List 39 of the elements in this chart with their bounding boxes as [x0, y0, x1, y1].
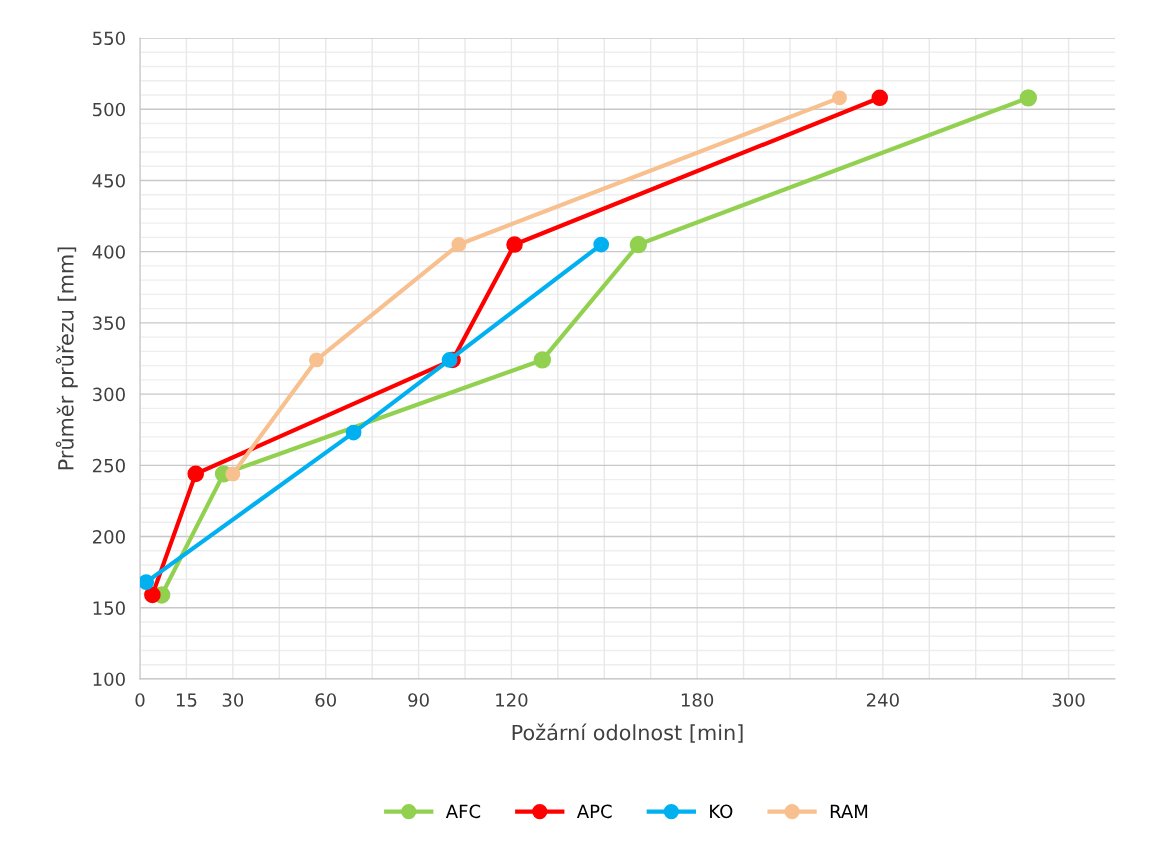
point — [832, 90, 847, 106]
point — [593, 236, 610, 253]
point — [451, 237, 467, 252]
point — [345, 424, 362, 441]
legend-label: APC — [576, 804, 612, 819]
y-tick-label: 250 — [92, 458, 125, 473]
y-tick-label: 550 — [93, 31, 125, 46]
x-tick-label: 300 — [1052, 693, 1085, 707]
legend-label: KO — [710, 804, 733, 819]
point — [144, 586, 161, 604]
x-tick-label: 15 — [176, 693, 197, 707]
legend-label: AFC — [445, 804, 481, 819]
y-tick-label: 200 — [92, 530, 125, 544]
y-tick-label: 300 — [93, 387, 125, 402]
y-tick-label: 350 — [93, 316, 125, 331]
point — [1019, 89, 1038, 107]
x-tick-label: 120 — [496, 693, 528, 707]
y-tick-label: 150 — [93, 601, 125, 615]
y-axis-title: Průměr průřezu [mm] — [55, 247, 78, 470]
x-tick-label: 240 — [866, 693, 899, 707]
point — [629, 235, 648, 254]
x-tick-label: 90 — [408, 693, 429, 707]
point — [871, 89, 889, 107]
point — [140, 574, 155, 590]
y-tick-label: 500 — [93, 102, 125, 117]
x-tick-label: 180 — [681, 693, 714, 707]
x-axis-title: Požární odolnost [min] — [512, 723, 743, 743]
y-tick-label: 400 — [92, 245, 125, 259]
point — [187, 465, 204, 483]
x-tick-label: 60 — [315, 693, 336, 707]
point — [308, 352, 324, 368]
y-tick-label: 450 — [92, 173, 125, 188]
point — [225, 466, 241, 482]
x-tick-label: 0 — [135, 693, 145, 707]
x-tick-label: 30 — [222, 693, 244, 707]
point — [506, 236, 523, 253]
legend-label: RAM — [830, 804, 868, 818]
point — [533, 351, 552, 369]
y-tick-label: 100 — [93, 672, 125, 687]
